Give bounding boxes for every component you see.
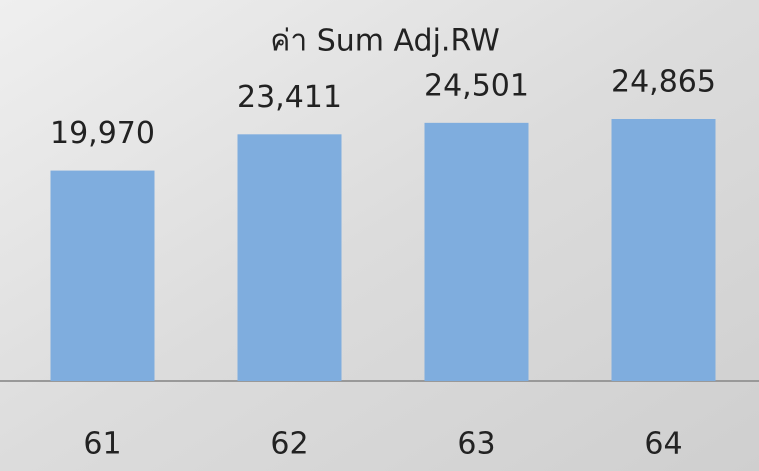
x-tick-label: 64	[644, 427, 682, 462]
value-label: 23,411	[237, 80, 342, 115]
bar	[612, 119, 716, 381]
x-tick-label: 62	[270, 427, 308, 462]
bar	[238, 134, 342, 381]
value-label: 24,865	[611, 65, 716, 100]
chart-title: ค่า Sum Adj.RW	[270, 24, 499, 59]
x-tick-label: 61	[83, 427, 121, 462]
value-label: 24,501	[424, 68, 529, 103]
chart: ค่า Sum Adj.RW 61 19,970 62 23,411 63 24,501 6…	[0, 0, 759, 471]
bar	[51, 171, 155, 381]
x-tick-label: 63	[457, 427, 495, 462]
bar	[425, 123, 529, 381]
value-label: 19,970	[50, 116, 155, 151]
